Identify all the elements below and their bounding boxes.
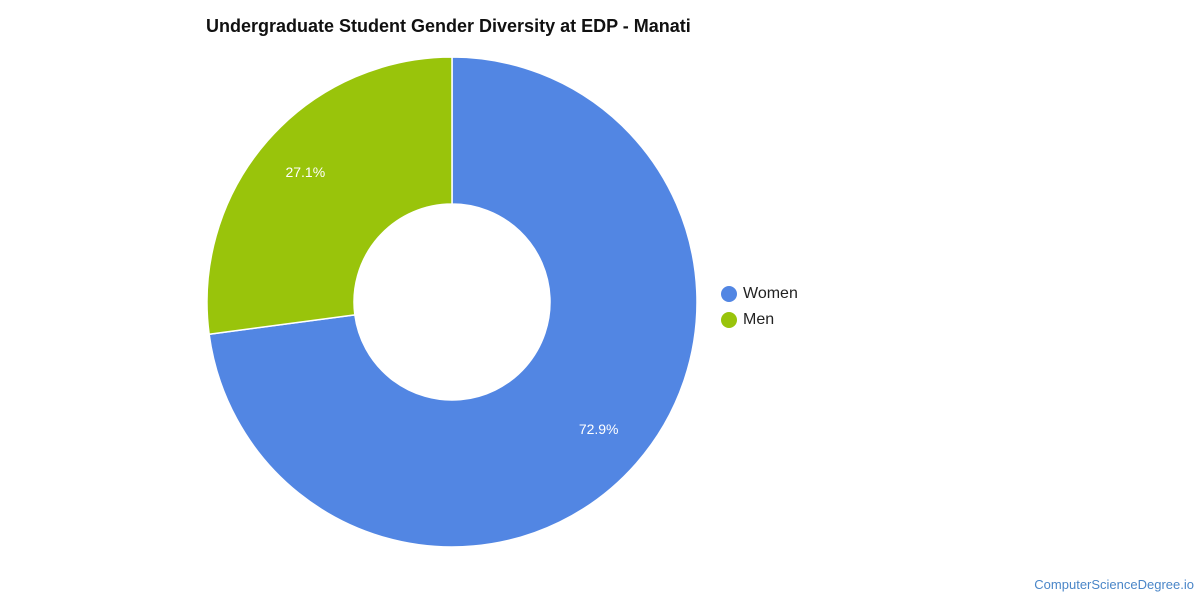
legend-item-men[interactable]: Men bbox=[721, 307, 798, 333]
slice-women[interactable] bbox=[208, 56, 698, 548]
chart-legend: Women Men bbox=[721, 281, 798, 333]
legend-label-men: Men bbox=[743, 311, 775, 328]
slice-men[interactable] bbox=[206, 56, 453, 336]
legend-item-women[interactable]: Women bbox=[721, 281, 798, 307]
slice-label-women: 72.9% bbox=[579, 421, 619, 437]
slice-label-men: 27.1% bbox=[285, 164, 325, 180]
source-credit[interactable]: ComputerScienceDegree.io bbox=[1034, 577, 1194, 592]
legend-swatch-men bbox=[721, 312, 737, 328]
legend-swatch-women bbox=[721, 286, 737, 302]
chart-title: Undergraduate Student Gender Diversity a… bbox=[206, 16, 691, 36]
legend-label-women: Women bbox=[743, 285, 798, 302]
